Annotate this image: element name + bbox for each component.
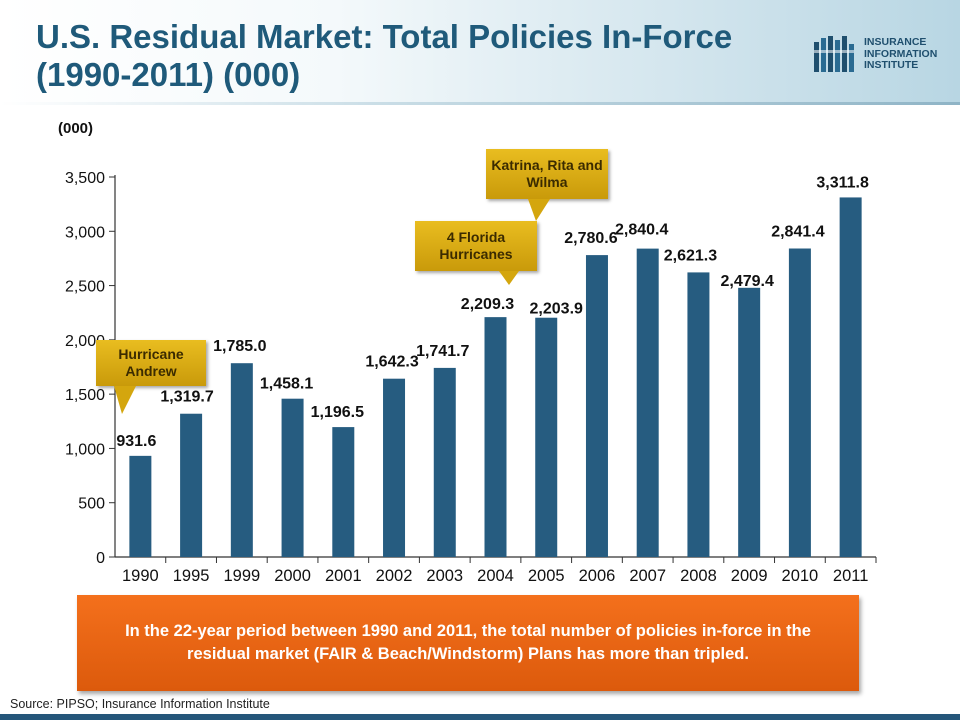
data-label-2001: 1,196.5 — [311, 404, 364, 421]
logo-mark-icon — [814, 36, 854, 72]
y-unit-label: (000) — [58, 120, 94, 137]
y-tick-label: 3,000 — [65, 224, 105, 241]
data-label-2006: 2,780.6 — [564, 230, 617, 247]
data-label-2000: 1,458.1 — [260, 376, 313, 393]
x-tick-label: 1995 — [173, 567, 210, 585]
data-label-2005: 2,203.9 — [530, 301, 583, 318]
bar-1990 — [129, 455, 152, 557]
data-label-1999: 1,785.0 — [213, 338, 266, 355]
summary-note: In the 22-year period between 1990 and 2… — [77, 595, 859, 691]
footer-bar — [0, 714, 960, 720]
x-tick-label: 1990 — [122, 567, 159, 585]
data-label-2011: 3,311.8 — [816, 174, 869, 191]
x-tick-label: 2000 — [274, 567, 311, 585]
x-tick-label: 2003 — [426, 567, 463, 585]
x-tick-label: 2009 — [731, 567, 768, 585]
data-label-1990: 931.6 — [116, 433, 156, 450]
data-label-2009: 2,479.4 — [720, 273, 773, 290]
logo-line-3: INSTITUTE — [864, 59, 919, 71]
x-tick-label: 2010 — [782, 567, 819, 585]
y-tick-label: 1,500 — [65, 387, 105, 404]
y-tick-label: 2,500 — [65, 279, 105, 296]
bar-2008 — [687, 272, 710, 557]
callout-hurricane-andrew: Hurricane Andrew — [96, 340, 206, 414]
x-tick-label: 2011 — [833, 567, 868, 585]
bar-2006 — [585, 255, 608, 557]
x-tick-label: 2005 — [528, 567, 565, 585]
slide-title: U.S. Residual Market: Total Policies In-… — [36, 18, 733, 93]
bar-2009 — [738, 287, 761, 557]
header-background — [0, 0, 960, 104]
x-tick-label: 2004 — [477, 567, 514, 585]
data-label-2007: 2,840.4 — [615, 222, 668, 239]
y-tick-label: 0 — [96, 550, 105, 567]
logo-line-1: INSURANCE — [864, 36, 927, 48]
data-label-2003: 1,741.7 — [416, 343, 469, 360]
y-tick-label: 1,000 — [65, 441, 105, 458]
x-tick-label: 2007 — [629, 567, 666, 585]
bar-2001 — [332, 427, 355, 557]
iii-logo: INSURANCE INFORMATION INSTITUTE — [814, 36, 954, 76]
bar-2004 — [484, 317, 507, 557]
x-tick-label: 2002 — [376, 567, 413, 585]
data-label-2010: 2,841.4 — [771, 224, 824, 241]
callout-katrina-rita-wilma: Katrina, Rita and Wilma — [486, 149, 608, 221]
x-tick-label: 2006 — [579, 567, 616, 585]
bar-2000 — [281, 398, 304, 557]
bar-1999 — [230, 363, 253, 557]
y-tick-label: 2,000 — [65, 333, 105, 350]
bar-2007 — [636, 248, 659, 557]
callout-florida-hurricanes: 4 Florida Hurricanes — [415, 221, 537, 285]
bar-2011 — [839, 197, 862, 557]
logo-line-2: INFORMATION — [864, 47, 938, 60]
y-tick-label: 500 — [78, 496, 105, 513]
data-label-2008: 2,621.3 — [664, 247, 717, 264]
data-label-2002: 1,642.3 — [365, 354, 418, 371]
data-label-2004: 2,209.3 — [461, 296, 514, 313]
bar-1995 — [180, 413, 203, 557]
source-citation: Source: PIPSO; Insurance Information Ins… — [10, 697, 270, 711]
x-tick-label: 1999 — [223, 567, 260, 585]
bar-2010 — [788, 248, 811, 558]
logo-text: INSURANCE INFORMATION INSTITUTE — [864, 36, 938, 72]
data-label-1995: 1,319.7 — [160, 389, 213, 406]
header-divider — [0, 102, 960, 105]
x-tick-label: 2008 — [680, 567, 717, 585]
y-tick-label: 3,500 — [65, 170, 105, 187]
bar-2002 — [383, 378, 406, 557]
bar-2005 — [535, 317, 558, 557]
x-tick-label: 2001 — [325, 567, 362, 585]
bar-2003 — [433, 367, 456, 557]
